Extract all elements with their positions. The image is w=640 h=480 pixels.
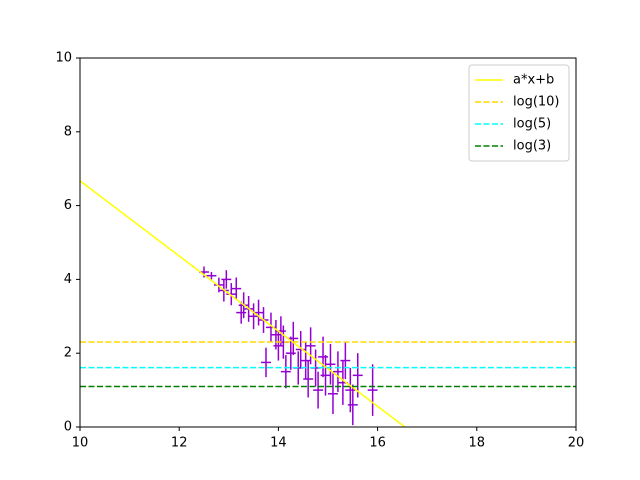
y-tick-label: 4 bbox=[64, 272, 72, 287]
x-tick-label: 14 bbox=[270, 436, 287, 451]
y-tick-label: 6 bbox=[64, 198, 72, 213]
x-tick-label: 20 bbox=[568, 436, 585, 451]
x-tick-label: 16 bbox=[369, 436, 386, 451]
legend-label: log(5) bbox=[513, 117, 551, 132]
y-tick-label: 2 bbox=[64, 346, 72, 361]
x-tick-label: 12 bbox=[171, 436, 188, 451]
legend-box bbox=[468, 64, 570, 162]
plot-area bbox=[80, 180, 576, 427]
y-tick-label: 10 bbox=[55, 51, 72, 66]
legend-label: log(10) bbox=[513, 95, 560, 110]
y-tick-label: 0 bbox=[64, 420, 72, 435]
y-tick-label: 8 bbox=[64, 124, 72, 139]
x-tick-label: 18 bbox=[469, 436, 486, 451]
line bbox=[80, 180, 406, 427]
legend-label: a*x+b bbox=[513, 73, 554, 88]
x-tick-label: 10 bbox=[72, 436, 89, 451]
legend-label: log(3) bbox=[513, 139, 551, 154]
axes-frame bbox=[79, 57, 577, 428]
